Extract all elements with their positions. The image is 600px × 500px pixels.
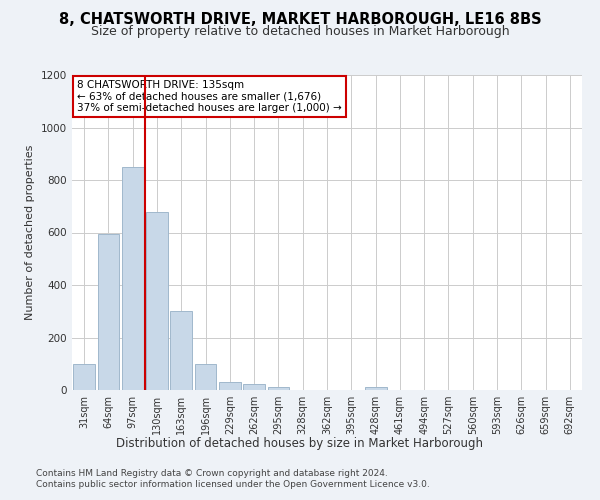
Text: Contains public sector information licensed under the Open Government Licence v3: Contains public sector information licen… xyxy=(36,480,430,489)
Y-axis label: Number of detached properties: Number of detached properties xyxy=(25,145,35,320)
Bar xyxy=(268,388,289,390)
Bar xyxy=(243,384,265,390)
Text: 8 CHATSWORTH DRIVE: 135sqm
← 63% of detached houses are smaller (1,676)
37% of s: 8 CHATSWORTH DRIVE: 135sqm ← 63% of deta… xyxy=(77,80,342,113)
Bar xyxy=(170,311,192,390)
Bar xyxy=(122,167,143,390)
Bar xyxy=(219,382,241,390)
Text: 8, CHATSWORTH DRIVE, MARKET HARBOROUGH, LE16 8BS: 8, CHATSWORTH DRIVE, MARKET HARBOROUGH, … xyxy=(59,12,541,28)
Bar xyxy=(73,364,95,390)
Text: Contains HM Land Registry data © Crown copyright and database right 2024.: Contains HM Land Registry data © Crown c… xyxy=(36,469,388,478)
Bar xyxy=(97,234,119,390)
Text: Distribution of detached houses by size in Market Harborough: Distribution of detached houses by size … xyxy=(116,438,484,450)
Bar xyxy=(194,364,217,390)
Bar xyxy=(146,212,168,390)
Bar xyxy=(365,387,386,390)
Text: Size of property relative to detached houses in Market Harborough: Size of property relative to detached ho… xyxy=(91,25,509,38)
